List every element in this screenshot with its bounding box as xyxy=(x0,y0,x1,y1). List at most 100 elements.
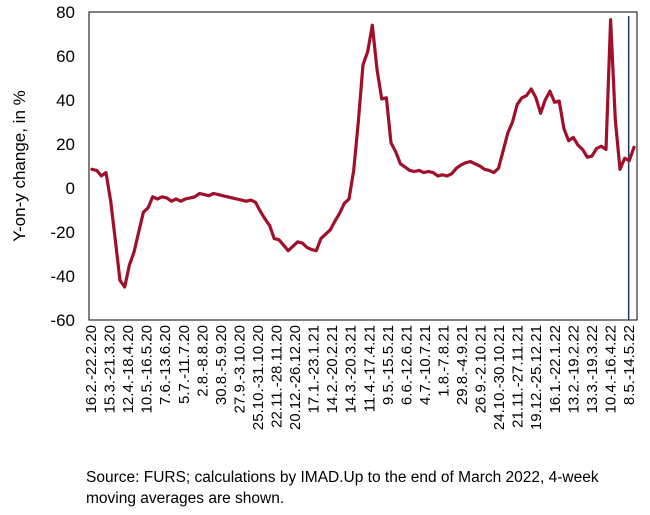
data-point xyxy=(511,120,514,124)
data-point xyxy=(314,249,318,253)
data-point xyxy=(576,143,580,147)
data-point xyxy=(272,237,276,241)
data-point xyxy=(296,240,299,244)
data-point xyxy=(235,197,239,201)
data-point xyxy=(165,196,169,200)
data-point xyxy=(632,145,636,149)
data-point xyxy=(370,23,374,27)
y-tick-label: 60 xyxy=(56,47,75,66)
data-point xyxy=(618,167,622,171)
x-tick-label: 21.11.-27.11.21 xyxy=(510,325,527,428)
data-point xyxy=(342,202,346,205)
data-point xyxy=(132,250,136,254)
source-note: Source: FURS; calculations by IMAD.Up to… xyxy=(86,469,599,507)
data-point xyxy=(258,209,262,213)
data-point xyxy=(216,193,220,197)
data-point xyxy=(366,50,370,53)
data-point xyxy=(431,171,435,175)
data-point xyxy=(324,232,327,236)
data-point xyxy=(95,169,99,172)
x-tick-label: 22.11.-28.11.20 xyxy=(269,325,286,428)
x-tick-label: 29.8.-4.9.21 xyxy=(454,325,471,405)
y-tick-label: 40 xyxy=(56,91,75,110)
data-point xyxy=(483,167,486,171)
data-point xyxy=(525,94,528,97)
data-point xyxy=(501,149,505,153)
x-tick-label: 6.6.-12.6.21 xyxy=(398,325,415,405)
data-point xyxy=(226,195,229,199)
data-point xyxy=(478,164,482,168)
data-point xyxy=(221,194,225,198)
data-point xyxy=(534,96,538,100)
data-points xyxy=(90,18,636,289)
data-point xyxy=(202,193,206,197)
data-point xyxy=(413,170,416,173)
data-point xyxy=(109,199,113,203)
data-point xyxy=(557,99,561,103)
data-point xyxy=(445,174,449,178)
x-tick-label: 13.2.-19.2.22 xyxy=(565,325,582,413)
data-point xyxy=(567,139,570,143)
data-point xyxy=(291,244,295,248)
data-point xyxy=(361,63,365,67)
data-point xyxy=(450,172,454,176)
data-point xyxy=(459,163,463,167)
data-point xyxy=(599,144,603,148)
data-point xyxy=(319,237,323,241)
data-point xyxy=(244,199,248,203)
data-point xyxy=(170,199,173,203)
data-point xyxy=(497,166,500,170)
data-point xyxy=(282,243,285,247)
data-point xyxy=(469,160,472,164)
y-tick-label: -40 xyxy=(50,267,75,286)
data-point xyxy=(595,147,598,150)
x-tick-label: 7.6.-13.6.20 xyxy=(157,325,174,405)
data-point xyxy=(399,162,402,166)
data-point xyxy=(380,97,384,101)
data-point xyxy=(548,89,552,93)
x-axis-ticks: 16.2.-22.2.20 15.3.-21.3.20 12.4.-18.4.20 1… xyxy=(83,325,638,430)
data-point xyxy=(590,154,594,158)
data-point xyxy=(417,169,421,172)
data-point xyxy=(375,67,379,71)
data-point xyxy=(286,249,290,253)
data-point xyxy=(249,198,253,202)
data-point xyxy=(487,169,491,172)
x-tick-label: 30.8.-5.9.20 xyxy=(213,325,230,405)
data-point xyxy=(338,211,341,215)
data-point xyxy=(184,197,187,201)
data-point xyxy=(160,195,164,199)
data-point xyxy=(212,192,215,195)
data-point xyxy=(506,131,510,135)
data-point xyxy=(427,170,430,173)
x-tick-label: 16.2.-22.2.20 xyxy=(83,325,100,413)
data-point xyxy=(179,199,183,203)
data-point xyxy=(562,127,566,130)
data-point xyxy=(623,156,627,160)
x-tick-label: 24.10.-30.10.21 xyxy=(491,325,508,430)
data-point xyxy=(581,148,584,151)
x-tick-label: 16.1.-22.1.22 xyxy=(547,325,564,413)
data-point xyxy=(305,246,309,249)
data-point xyxy=(609,18,612,22)
x-tick-label: 10.4.-16.4.22 xyxy=(602,325,619,413)
x-tick-label: 14.2.-20.2.21 xyxy=(324,325,341,413)
data-point xyxy=(352,169,356,172)
data-point xyxy=(333,219,337,223)
x-tick-label: 15.3.-21.3.20 xyxy=(102,325,119,413)
data-point xyxy=(394,150,398,154)
x-tick-label: 27.9.-3.10.20 xyxy=(231,325,248,413)
x-tick-label: 13.3.-19.3.22 xyxy=(584,325,601,413)
data-point xyxy=(198,192,201,195)
data-point xyxy=(90,167,94,171)
data-point xyxy=(403,165,407,169)
x-tick-label: 12.4.-18.4.20 xyxy=(120,325,137,413)
x-tick-label: 10.5.-16.5.20 xyxy=(139,325,156,413)
data-point xyxy=(543,98,547,102)
data-point xyxy=(277,238,281,242)
data-point xyxy=(328,228,332,232)
data-point xyxy=(389,141,393,145)
data-point xyxy=(300,241,304,245)
data-point xyxy=(207,194,211,198)
